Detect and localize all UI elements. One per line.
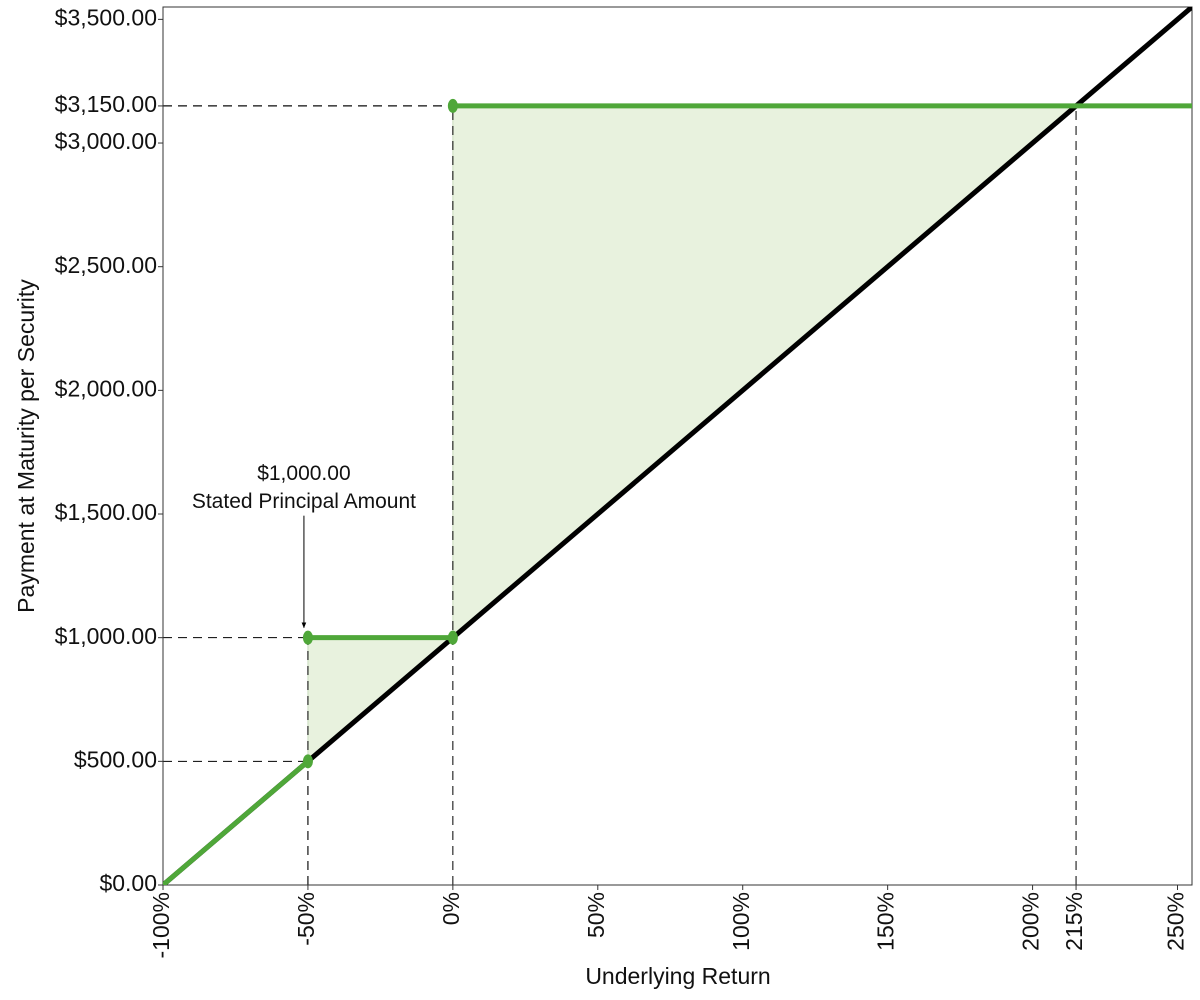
x-tick-label: 250%: [1163, 892, 1189, 951]
annotation-text: $1,000.00: [257, 462, 350, 485]
x-tick-label: 0%: [438, 892, 464, 925]
plot-frame: [162, 6, 1193, 886]
point-marker: [447, 630, 458, 645]
point-marker: [302, 630, 313, 645]
x-tick-label: 215%: [1061, 892, 1087, 951]
y-tick-label: $1,000.00: [55, 623, 157, 649]
y-axis-title: Payment at Maturity per Security: [13, 279, 39, 613]
y-tick-label: $2,000.00: [55, 375, 157, 401]
x-tick-label: -50%: [293, 892, 319, 946]
y-tick-label: $500.00: [74, 746, 157, 772]
series-line: [163, 759, 310, 885]
y-tick-label: $3,150.00: [55, 91, 157, 117]
series-line: [163, 7, 1192, 885]
x-axis-title: Underlying Return: [585, 963, 770, 989]
x-tick-label: 200%: [1018, 892, 1044, 951]
y-tick-label: $3,500.00: [55, 4, 157, 30]
x-tick-label: -100%: [148, 892, 174, 958]
point-marker: [447, 98, 458, 113]
point-marker: [302, 754, 313, 769]
x-tick-label: 150%: [873, 892, 899, 951]
x-tick-label: 100%: [728, 892, 754, 951]
y-tick-label: $1,500.00: [55, 499, 157, 525]
x-tick-label: 50%: [583, 892, 609, 938]
annotation-text: Stated Principal Amount: [192, 490, 416, 513]
y-tick-label: $0.00: [99, 870, 157, 896]
y-tick-label: $2,500.00: [55, 252, 157, 278]
y-tick-label: $3,000.00: [55, 128, 157, 154]
